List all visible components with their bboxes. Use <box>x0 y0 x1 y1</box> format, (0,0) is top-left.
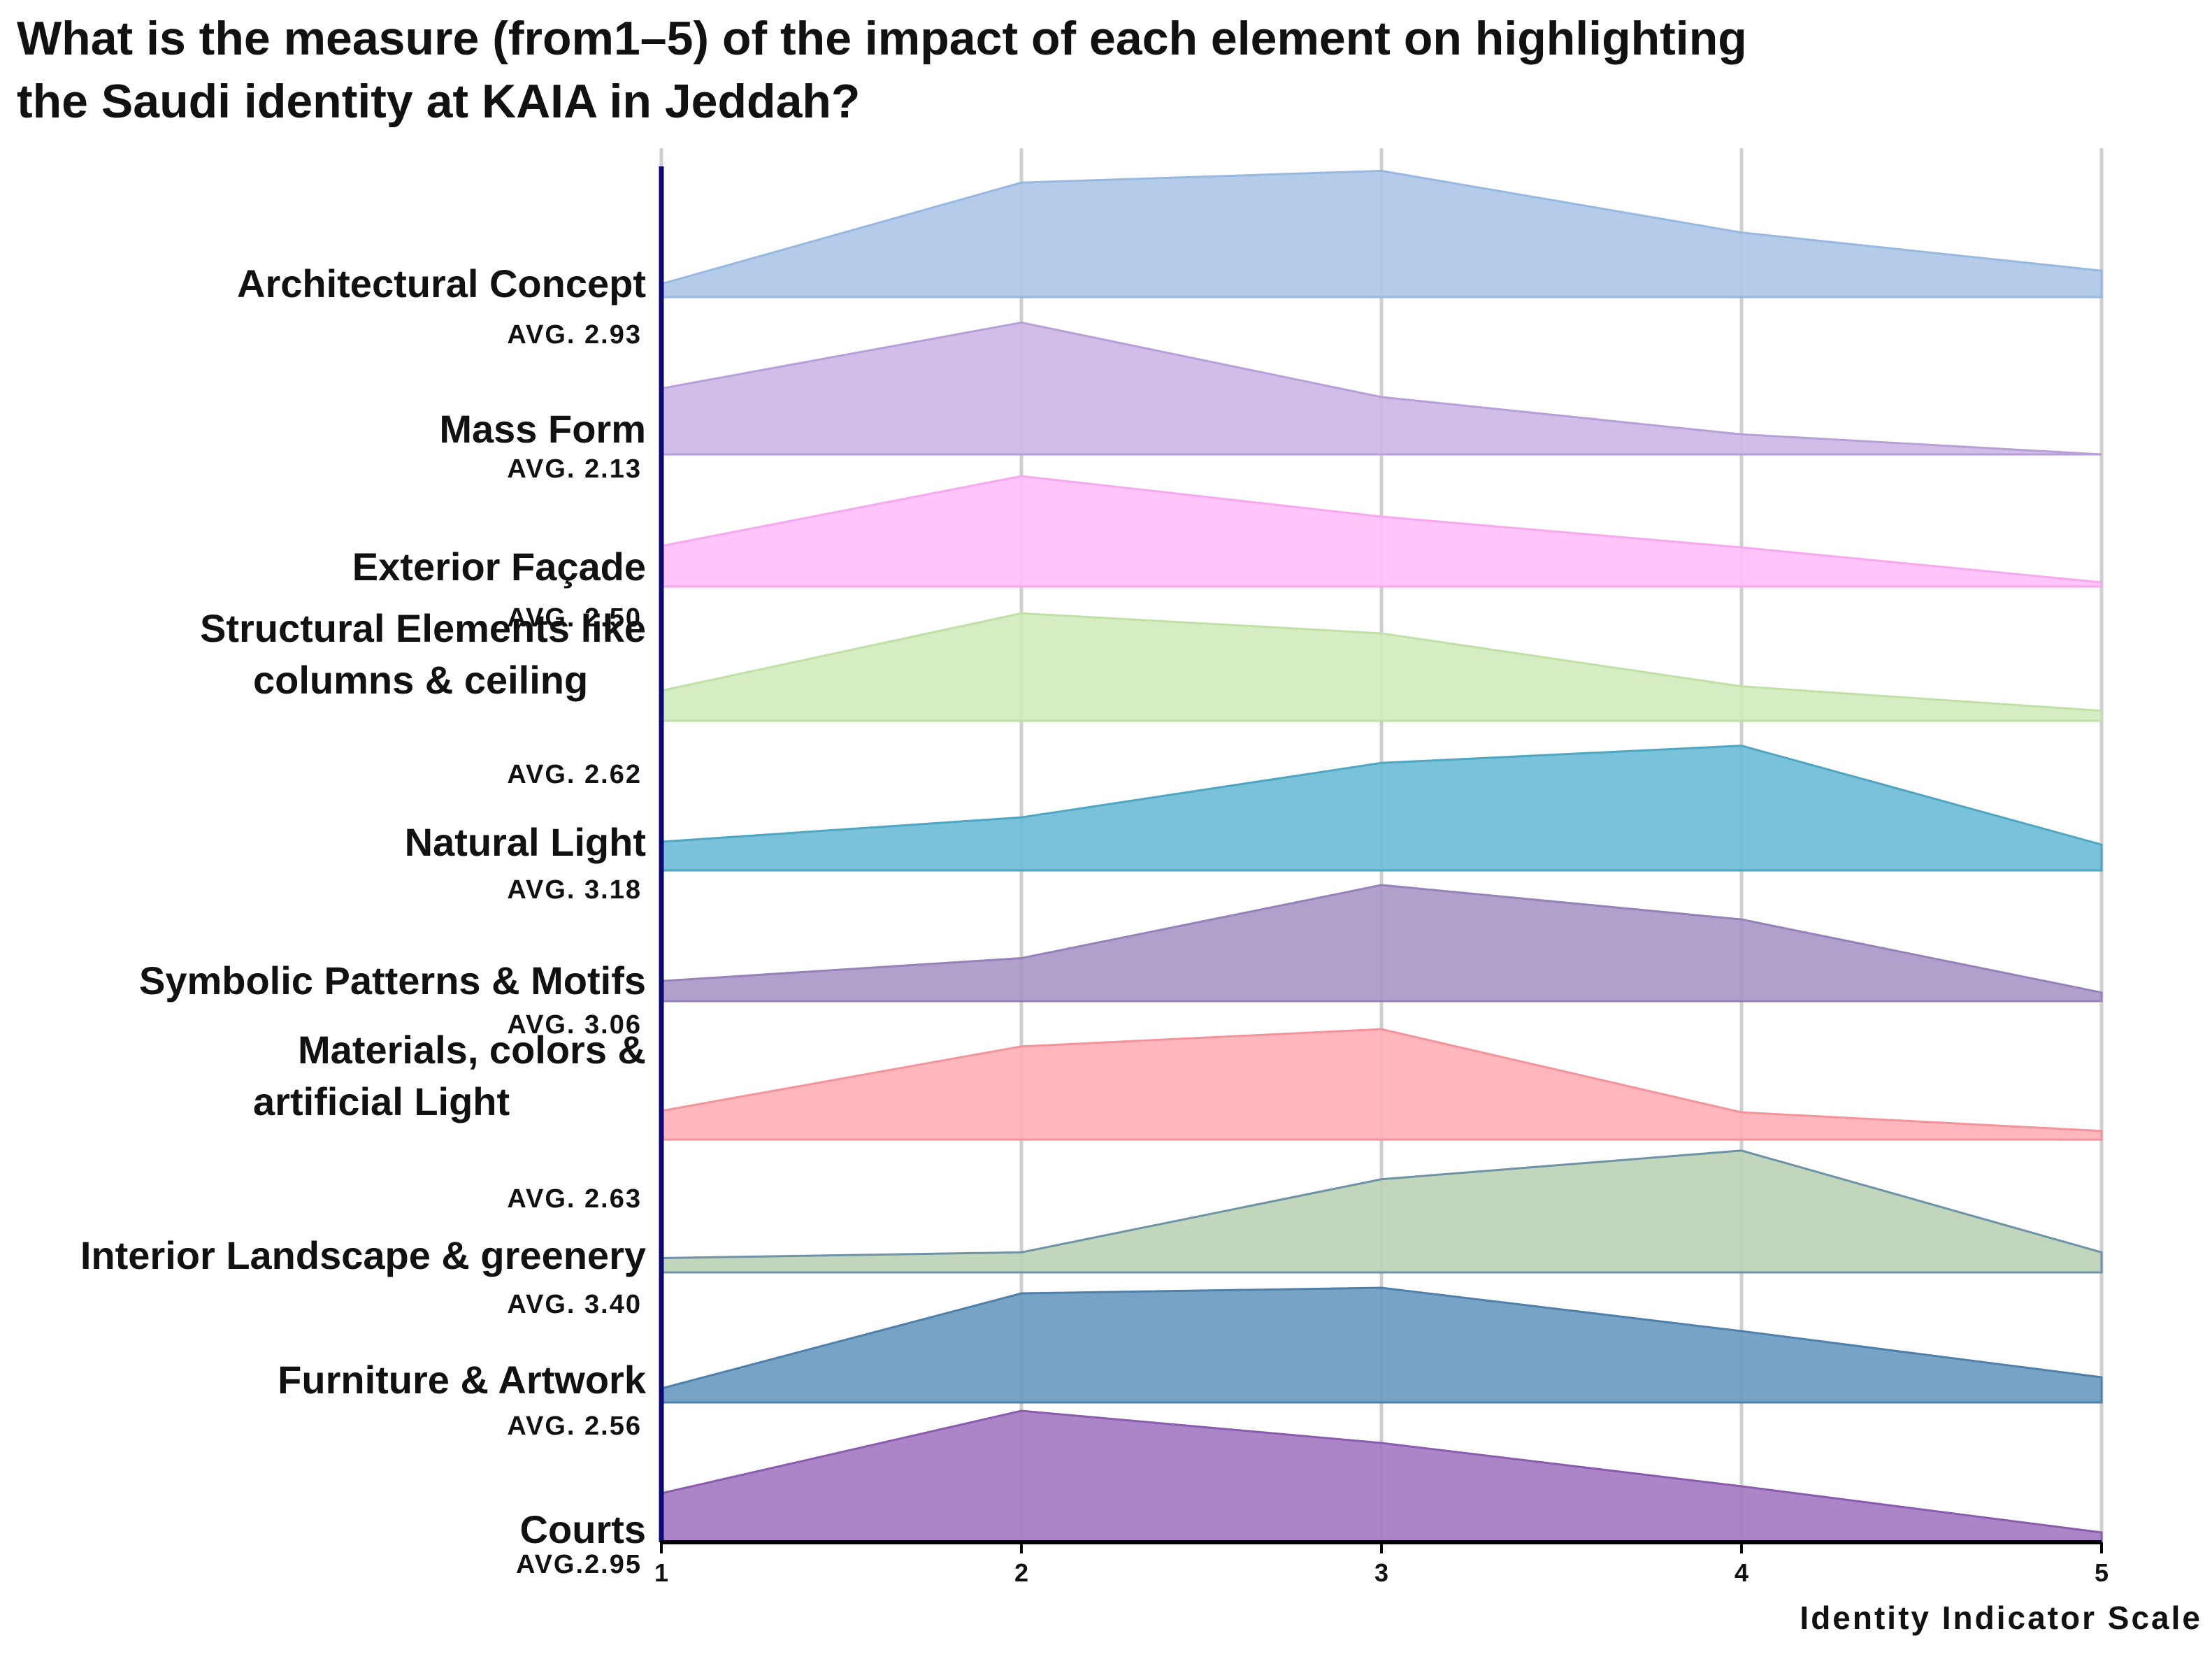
series-label: Materials, colors & <box>298 1028 646 1072</box>
series-average-label: AVG.2.95 <box>516 1550 642 1579</box>
series-area <box>660 475 2103 588</box>
x-tick-label: 5 <box>2095 1558 2109 1587</box>
series-label: Exterior Façade <box>352 545 646 589</box>
series-area <box>660 169 2103 299</box>
series-average-label: AVG. 2.62 <box>507 760 642 789</box>
series-area <box>660 884 2103 1003</box>
series-average-label: AVG. 3.06 <box>507 1010 642 1040</box>
series-label: artificial Light <box>253 1079 510 1123</box>
series-label: Natural Light <box>405 820 646 864</box>
chart-title-line-1: What is the measure (from1–5) of the imp… <box>17 12 1747 65</box>
x-tick-label: 4 <box>1735 1558 1748 1587</box>
series-label: Structural Elements like <box>200 606 646 650</box>
x-tick-label: 3 <box>1374 1558 1388 1587</box>
series-average-label: AVG. 2.93 <box>507 320 642 350</box>
series-label: Interior Landscape & greenery <box>80 1233 646 1277</box>
series-label: Courts <box>520 1507 646 1551</box>
chart-title-line-2: the Saudi identity at KAIA in Jeddah? <box>17 75 861 128</box>
series-label: Architectural Concept <box>237 261 646 306</box>
series-area <box>660 1286 2103 1404</box>
series-label: columns & ceiling <box>253 658 588 702</box>
series-average-label: AVG. 2.13 <box>507 454 642 484</box>
series-average-label: AVG. 2.63 <box>507 1184 642 1214</box>
series-average-label: AVG. 3.18 <box>507 875 642 905</box>
series-areas <box>660 169 2103 1544</box>
series-average-label: AVG. 3.40 <box>507 1290 642 1319</box>
series-area <box>660 612 2103 722</box>
series-average-label: AVG. 2.50 <box>507 603 642 633</box>
series-label: Symbolic Patterns & Motifs <box>139 958 646 1003</box>
x-tick-label: 2 <box>1014 1558 1028 1587</box>
series-area <box>660 745 2103 872</box>
x-axis-label: Identity Indicator Scale <box>1800 1600 2202 1636</box>
series-average-label: AVG. 2.56 <box>507 1412 642 1441</box>
series-label: Mass Form <box>439 407 646 451</box>
series-label: Furniture & Artwork <box>278 1358 647 1402</box>
series-area <box>660 1149 2103 1274</box>
x-tick-label: 1 <box>654 1558 668 1587</box>
chart-title: What is the measure (from1–5) of the imp… <box>17 7 1974 133</box>
series-area <box>660 1028 2103 1141</box>
x-axis-ticks: 1 2 3 4 5 <box>654 1542 2109 1587</box>
